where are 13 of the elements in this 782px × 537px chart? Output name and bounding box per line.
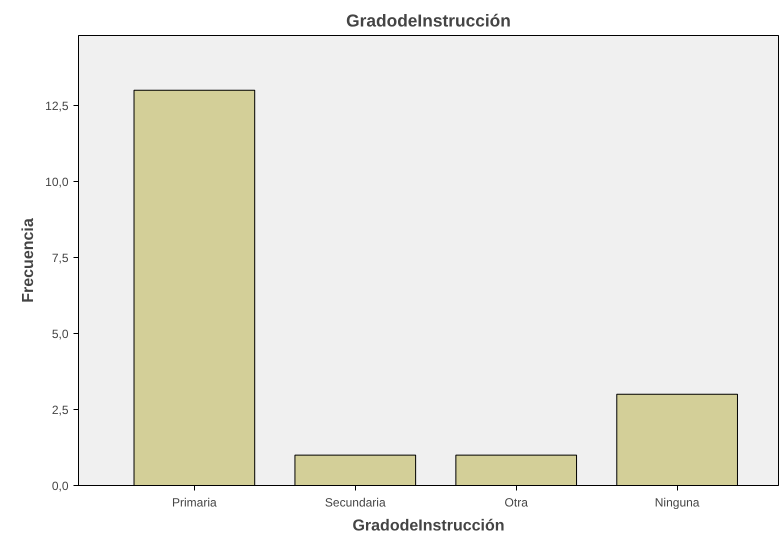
y-axis-title: Frecuencia xyxy=(20,218,38,303)
x-tick-label: Secundaria xyxy=(324,496,386,510)
y-tick-label: 5,0 xyxy=(52,326,69,341)
x-tick-label: Ninguna xyxy=(654,496,700,510)
chart-title: GradodeInstrucción xyxy=(346,10,511,30)
y-tick-label: 7,5 xyxy=(52,250,69,265)
x-tick-label: Otra xyxy=(504,496,528,510)
y-tick-label: 12,5 xyxy=(45,98,69,113)
y-tick-label: 10,0 xyxy=(45,174,69,189)
y-tick-label: 2,5 xyxy=(52,402,69,417)
x-tick-label: Primaria xyxy=(172,496,218,510)
x-axis-title: GradodeInstrucción xyxy=(352,518,505,534)
y-tick-label: 0,0 xyxy=(52,479,69,493)
